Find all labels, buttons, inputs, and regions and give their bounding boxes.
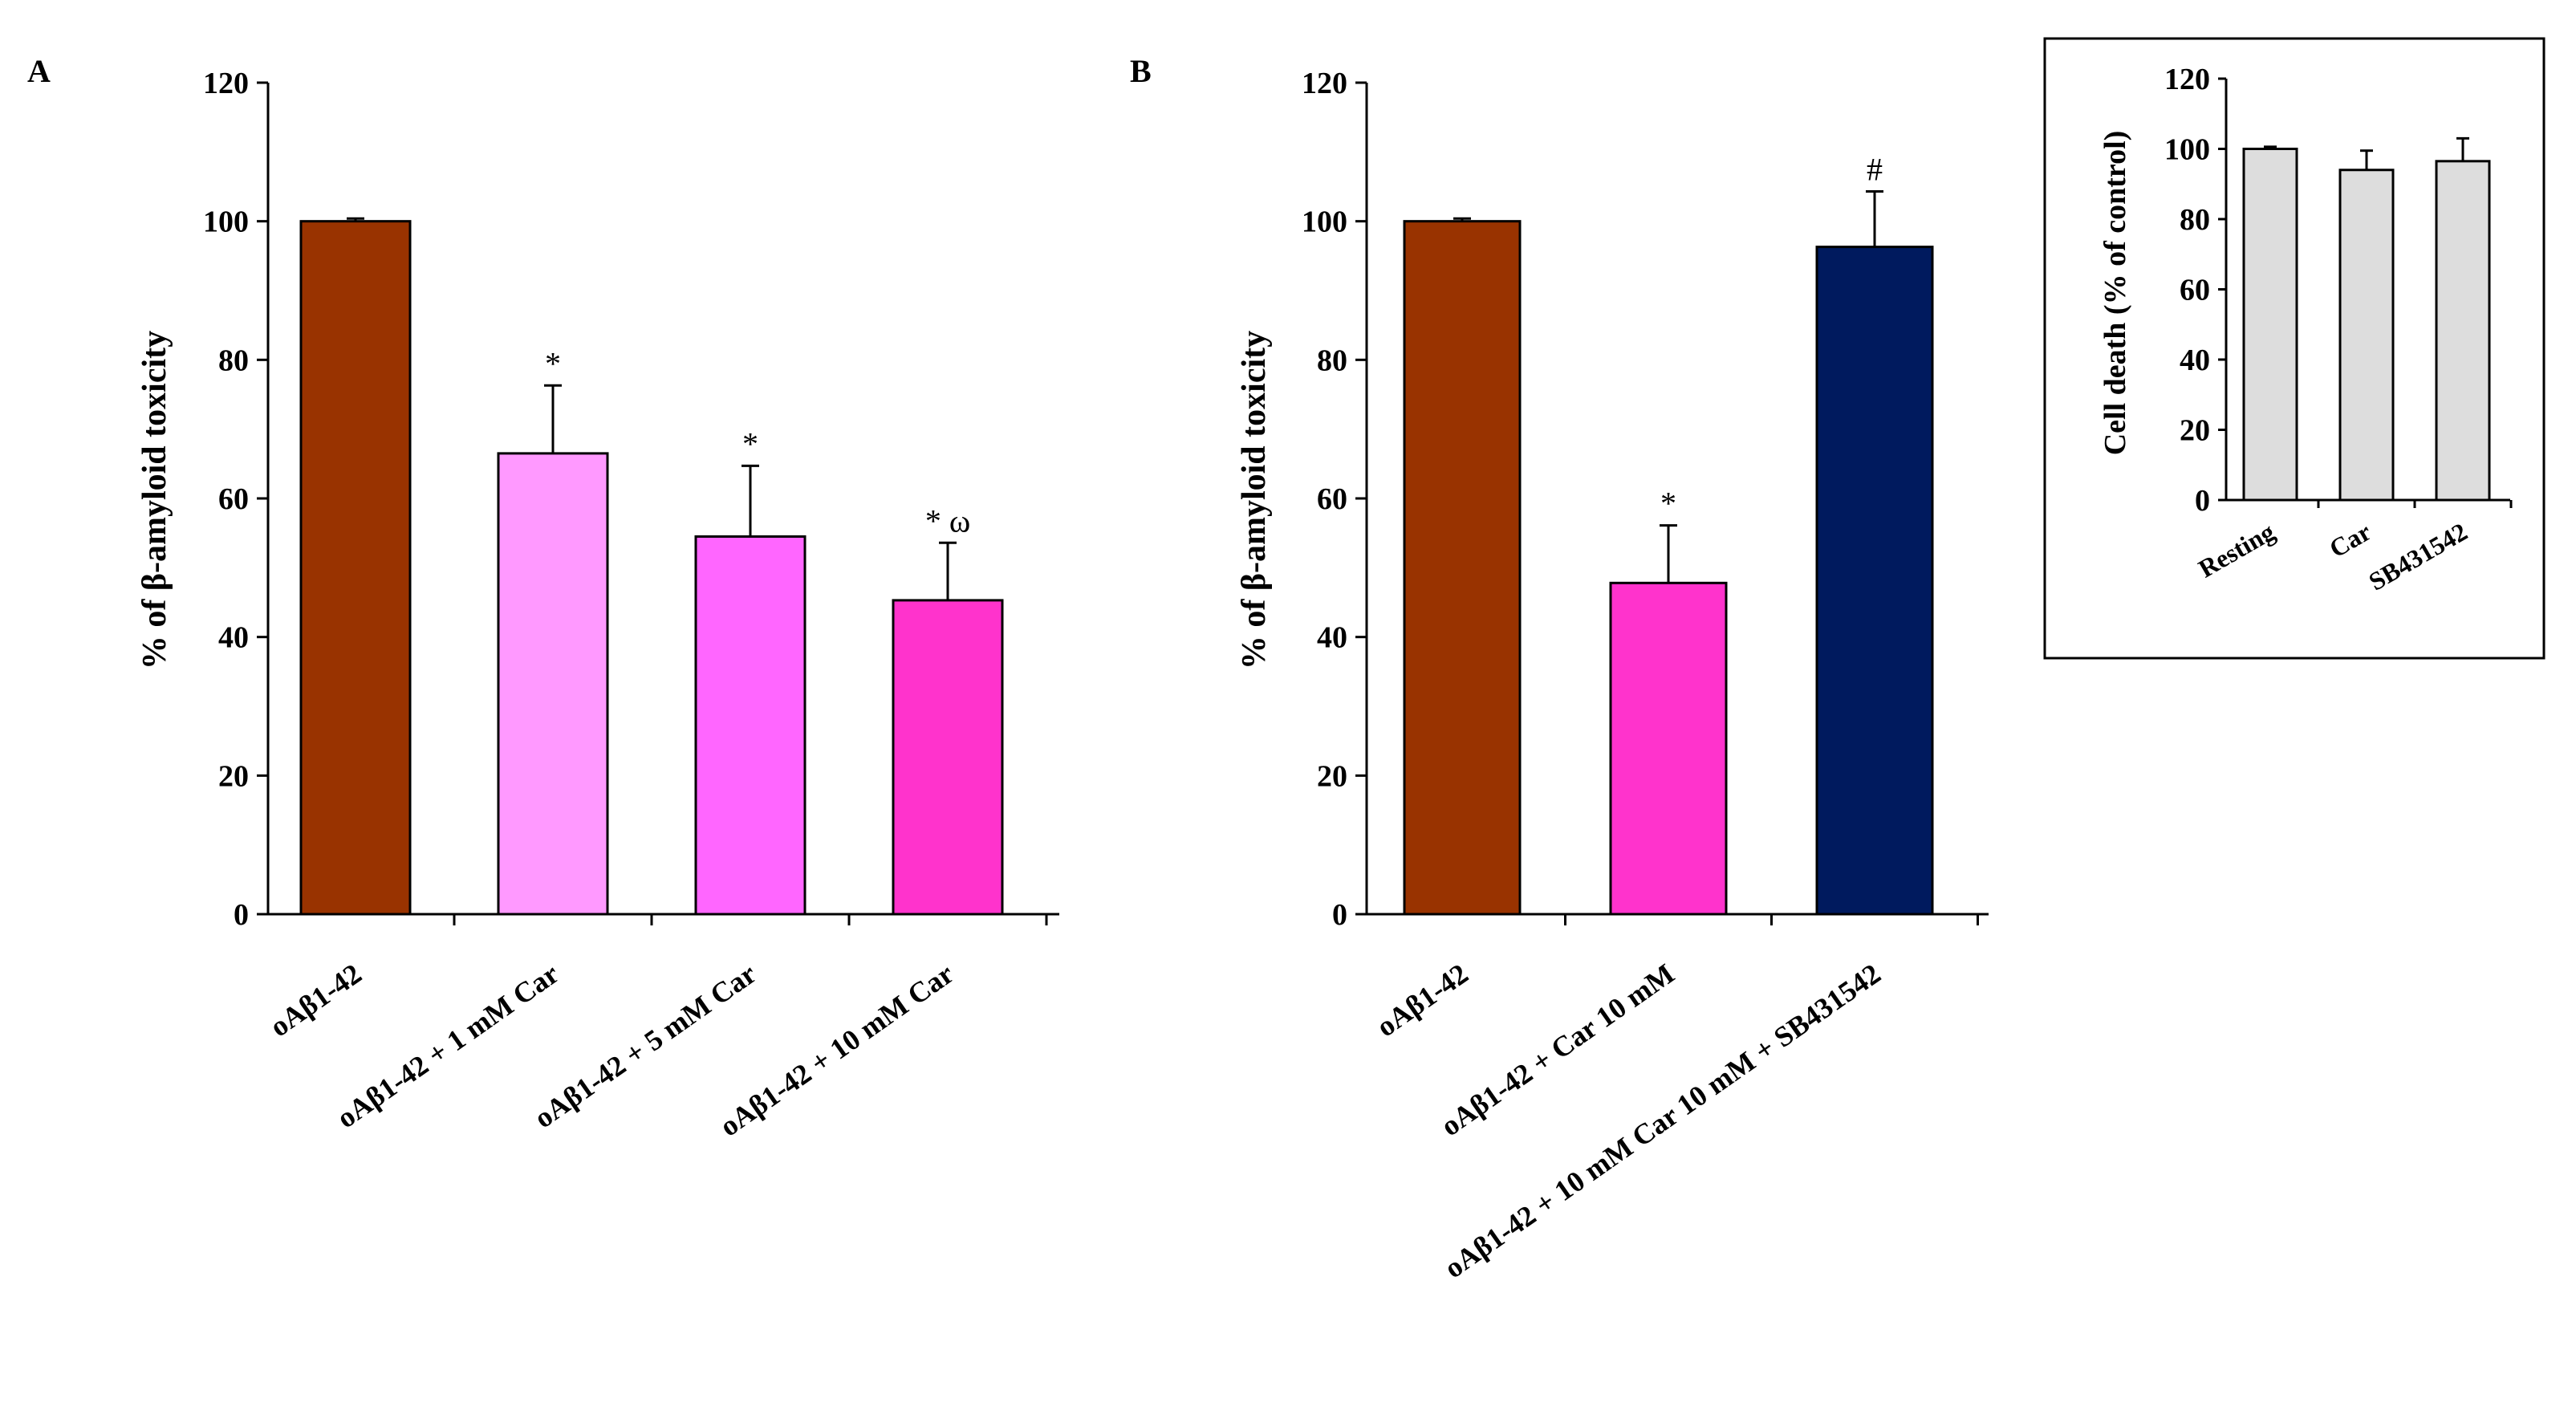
inset-bar bbox=[2338, 169, 2395, 502]
chart-a-significance-mark: * bbox=[742, 425, 758, 462]
inset-ytick-label: 20 bbox=[2180, 414, 2210, 448]
inset-ytick-label: 60 bbox=[2180, 274, 2210, 307]
chart-a-ytick-label: 20 bbox=[218, 759, 249, 793]
inset-bar bbox=[2435, 160, 2491, 502]
panel-label-a: A bbox=[27, 53, 51, 89]
chart-a-category-label: oAβ1-42 bbox=[264, 958, 368, 1043]
chart-a-significance-mark: * ω bbox=[925, 502, 970, 539]
inset-bar bbox=[2242, 148, 2298, 502]
chart-a-ytick-label: 0 bbox=[234, 898, 249, 932]
inset-ytick-label: 100 bbox=[2164, 133, 2210, 167]
chart-a-ytick-label: 100 bbox=[203, 205, 249, 239]
chart-b-ytick-label: 80 bbox=[1317, 344, 1347, 377]
chart-a-ytick-label: 120 bbox=[203, 67, 249, 100]
chart-a-ytick-label: 40 bbox=[218, 621, 249, 655]
chart-a-significance-mark: * bbox=[545, 345, 561, 381]
inset-ytick-label: 80 bbox=[2180, 203, 2210, 237]
chart-b-ylabel: % of β-amyloid toxicity bbox=[1236, 331, 1273, 669]
chart-b-category-label: oAβ1-42 bbox=[1371, 958, 1474, 1043]
chart-b-ytick-label: 0 bbox=[1332, 898, 1347, 932]
chart-a-bar bbox=[299, 220, 412, 916]
chart-a-bar bbox=[892, 599, 1004, 916]
chart-b-category-label: oAβ1-42 + 10 mM Car 10 mM + SB431542 bbox=[1439, 958, 1887, 1284]
chart-b-significance-mark: * bbox=[1660, 486, 1676, 522]
inset-ytick-label: 0 bbox=[2195, 484, 2210, 518]
chart-b-bar bbox=[1403, 220, 1522, 916]
inset-ylabel: Cell death (% of control) bbox=[2099, 131, 2132, 456]
inset-ytick-label: 120 bbox=[2164, 63, 2210, 96]
chart-b-ytick-label: 40 bbox=[1317, 621, 1347, 655]
chart-a-ytick-label: 80 bbox=[218, 344, 249, 377]
chart-b-bar bbox=[1815, 246, 1934, 916]
chart-b-ytick-label: 20 bbox=[1317, 759, 1347, 793]
chart-b-ytick-label: 100 bbox=[1302, 205, 1347, 239]
chart-a-bar bbox=[694, 535, 807, 916]
chart-b-bar bbox=[1609, 581, 1728, 916]
chart-a-ytick-label: 60 bbox=[218, 482, 249, 516]
chart-b-ytick-label: 120 bbox=[1302, 67, 1347, 100]
chart-a-ylabel: % of β-amyloid toxicity bbox=[136, 331, 173, 669]
chart-a-bar bbox=[497, 452, 609, 916]
panel-label-b: B bbox=[1130, 53, 1152, 89]
chart-b-ytick-label: 60 bbox=[1317, 482, 1347, 516]
inset-ytick-label: 40 bbox=[2180, 344, 2210, 377]
chart-b-significance-mark: # bbox=[1867, 152, 1883, 188]
